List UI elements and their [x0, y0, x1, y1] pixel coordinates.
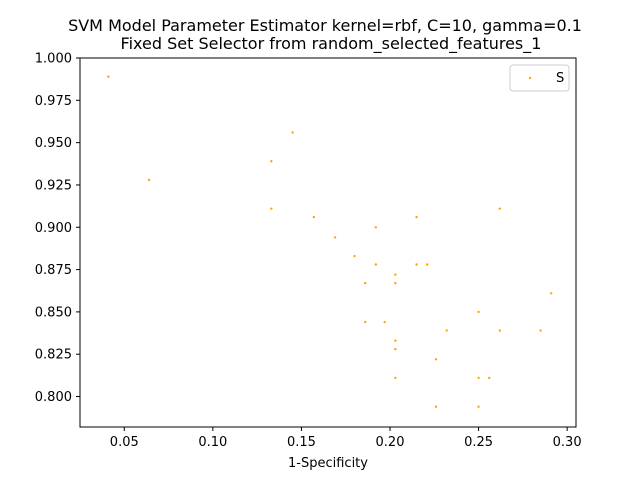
plot-frame: [79, 57, 577, 428]
data-point: [498, 329, 502, 332]
data-point: [364, 281, 367, 285]
data-point: [364, 320, 367, 324]
x-tick-label: 0.10: [198, 435, 227, 450]
data-point: [394, 281, 397, 285]
data-point: [291, 131, 294, 134]
legend-marker: [528, 76, 532, 80]
chart-title-line2: Fixed Set Selector from random_selected_…: [121, 34, 542, 54]
data-point: [539, 329, 542, 332]
data-point: [488, 376, 491, 380]
data-point: [498, 207, 502, 210]
data-point: [374, 263, 378, 266]
x-axis-label: 1-Specificity: [288, 456, 368, 471]
data-point: [477, 405, 480, 408]
data-point: [147, 178, 151, 182]
data-point: [477, 376, 480, 380]
data-point: [415, 215, 418, 219]
data-point: [434, 358, 438, 361]
y-tick-label: 0.800: [35, 390, 72, 405]
data-point: [383, 320, 386, 324]
data-point: [434, 405, 438, 408]
data-point: [426, 263, 429, 266]
y-tick-label: 0.875: [35, 263, 72, 278]
x-axis-ticks: 0.05 0.10 0.15 0.20 0.25 0.30: [110, 427, 582, 450]
data-point: [394, 347, 397, 351]
y-tick-label: 0.975: [35, 94, 72, 109]
x-tick-label: 0.25: [464, 435, 493, 450]
y-tick-label: 0.950: [35, 136, 72, 151]
x-tick-label: 0.15: [287, 435, 316, 450]
y-tick-label: 0.850: [35, 305, 72, 320]
data-point: [353, 254, 356, 258]
x-tick-label: 0.20: [376, 435, 405, 450]
data-point: [333, 236, 337, 239]
legend: S: [509, 64, 570, 92]
y-tick-label: 0.900: [35, 221, 72, 236]
x-tick-label: 0.30: [553, 435, 582, 450]
y-tick-label: 1.000: [35, 52, 72, 67]
scatter-points: [107, 75, 553, 408]
data-point: [550, 292, 553, 295]
y-tick-label: 0.825: [35, 348, 72, 363]
chart-title-line1: SVM Model Parameter Estimator kernel=rbf…: [68, 16, 582, 35]
x-tick-label: 0.05: [110, 435, 139, 450]
y-axis-ticks: 0.800 0.825 0.850 0.875 0.900 0.925 0.950 0.975…: [35, 52, 80, 405]
data-point: [374, 226, 378, 229]
legend-label: S: [556, 71, 564, 86]
data-point: [107, 75, 110, 78]
legend-box: [509, 64, 570, 92]
data-point: [394, 339, 397, 342]
data-point: [270, 160, 273, 163]
data-point: [394, 273, 397, 276]
data-point: [394, 376, 397, 380]
data-point: [445, 329, 448, 332]
data-point: [415, 263, 418, 266]
data-point: [270, 207, 273, 210]
y-tick-label: 0.925: [35, 178, 72, 193]
data-point: [477, 310, 480, 314]
data-point: [312, 215, 316, 219]
